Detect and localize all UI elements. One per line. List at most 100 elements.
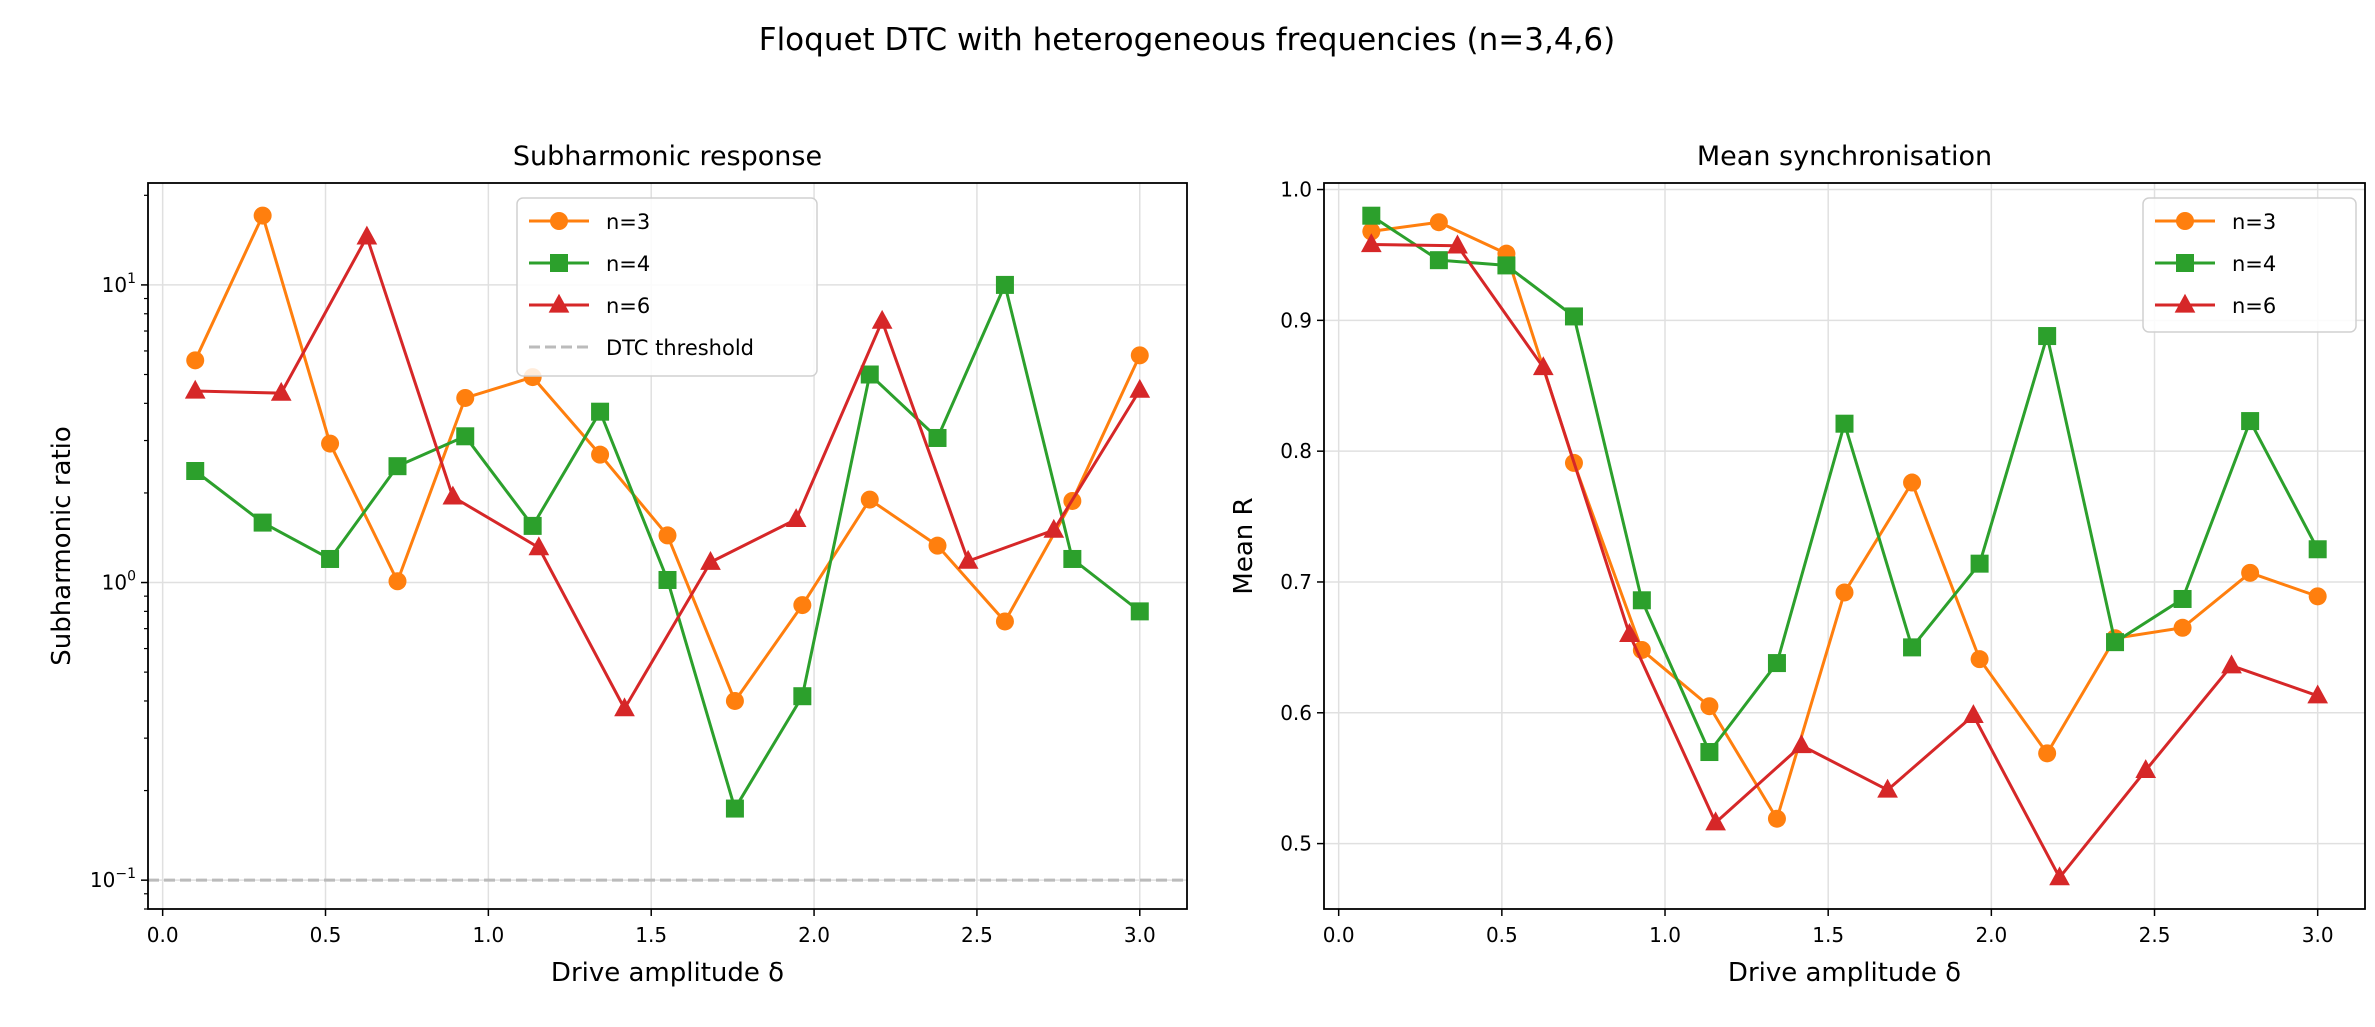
y-axis-label: Mean R — [1229, 497, 1259, 594]
x-tick-label: 0.0 — [1323, 923, 1355, 947]
legend-marker — [548, 293, 570, 313]
legend-label: n=3 — [2232, 210, 2276, 234]
x-tick-label: 3.0 — [1124, 923, 1156, 947]
legend-entry: n=4 — [2155, 252, 2276, 276]
data-point — [1130, 602, 1149, 621]
data-point — [1447, 234, 1468, 254]
x-tick-label: 2.0 — [798, 923, 830, 947]
data-point — [2173, 618, 2192, 637]
data-point — [793, 687, 812, 706]
x-tick-label: 0.5 — [1486, 923, 1518, 947]
data-point — [1903, 473, 1922, 492]
data-point — [388, 572, 407, 591]
data-point — [1970, 554, 1989, 573]
data-point — [1835, 414, 1854, 433]
x-tick-label: 1.0 — [1649, 923, 1681, 947]
legend-marker — [550, 254, 568, 272]
data-point — [2173, 589, 2192, 608]
x-axis-label: Drive amplitude δ — [551, 958, 784, 988]
legend-entry: n=3 — [529, 210, 650, 234]
data-point — [523, 516, 542, 535]
data-point — [253, 206, 272, 225]
data-point — [1632, 591, 1651, 610]
data-point — [957, 549, 979, 569]
data-point — [1043, 518, 1065, 538]
data-point — [321, 434, 340, 453]
data-point — [1564, 307, 1583, 326]
data-point — [442, 485, 464, 505]
data-point — [1970, 650, 1989, 669]
legend-label: n=4 — [2232, 252, 2276, 276]
data-point — [2308, 587, 2327, 606]
data-point — [456, 427, 475, 446]
data-point — [1063, 549, 1082, 568]
data-point — [186, 462, 205, 481]
data-point — [253, 513, 272, 532]
axes-title: Subharmonic response — [513, 141, 822, 172]
data-point — [528, 536, 550, 556]
data-point — [725, 691, 744, 710]
data-point — [614, 697, 635, 717]
data-point — [2221, 654, 2242, 674]
data-point — [658, 526, 677, 545]
data-point — [860, 490, 879, 509]
legend-entry: n=3 — [2155, 210, 2276, 234]
data-point — [1362, 206, 1381, 225]
data-point — [1767, 654, 1786, 673]
data-point — [1362, 222, 1381, 241]
data-point — [270, 381, 292, 401]
series-line — [1371, 242, 2319, 880]
x-tick-label: 2.5 — [2139, 923, 2171, 947]
data-point — [1497, 256, 1516, 275]
data-point — [785, 508, 807, 528]
data-point — [2106, 633, 2125, 652]
x-tick-label: 1.5 — [1812, 923, 1844, 947]
y-tick-label: 1.0 — [1280, 178, 1312, 202]
data-point — [860, 365, 879, 384]
legend-marker — [2176, 254, 2194, 272]
y-tick-label: 101 — [102, 271, 136, 297]
data-point — [2307, 684, 2329, 704]
mean-synchronisation-axes: 0.0 0.5 1.0 1.5 2.0 2.5 3.0 0.5 0.6 0.7 0.8 0.9 1.0 M… — [1229, 141, 2366, 988]
legend-label: DTC threshold — [606, 336, 754, 360]
axes-frame — [147, 182, 1188, 910]
legend-label: n=3 — [606, 210, 650, 234]
data-point — [1429, 213, 1448, 232]
data-point — [1835, 583, 1854, 602]
y-tick-label: 0.6 — [1280, 701, 1312, 725]
legend-box — [2142, 197, 2357, 333]
data-point — [321, 549, 340, 568]
legend-marker — [2174, 293, 2196, 313]
y-tick-label: 0.5 — [1280, 832, 1312, 856]
series-n6 — [1360, 233, 2329, 886]
legend: n=3 n=4 n=6 DTC threshold — [516, 197, 818, 377]
y-tick-label: 10−1 — [90, 866, 136, 892]
data-point — [995, 275, 1014, 294]
data-point — [2049, 866, 2070, 886]
series-n4 — [186, 275, 1149, 818]
data-point — [2038, 327, 2057, 346]
legend-label: n=6 — [2232, 294, 2276, 318]
data-point — [1619, 623, 1640, 642]
data-point — [1429, 251, 1448, 270]
data-point — [388, 457, 407, 476]
legend-entry: n=4 — [529, 252, 650, 276]
legend-marker — [2176, 212, 2194, 230]
x-tick-label: 2.5 — [961, 923, 993, 947]
axes-title: Mean synchronisation — [1697, 141, 1992, 172]
y-axis-label: Subharmonic ratio — [47, 426, 77, 666]
legend-label: n=4 — [606, 252, 650, 276]
series-line — [195, 235, 1142, 711]
data-point — [591, 445, 610, 464]
data-point — [700, 550, 721, 570]
data-point — [186, 351, 205, 370]
data-point — [184, 379, 206, 399]
data-point — [1360, 233, 1382, 253]
data-point — [995, 612, 1014, 631]
data-point — [871, 309, 893, 329]
x-tick-label: 2.0 — [1975, 923, 2007, 947]
subharmonic-response-axes: 0.0 0.5 1.0 1.5 2.0 2.5 3.0 10−1 100 101 Subharmon… — [47, 141, 1188, 988]
data-point — [1705, 811, 1726, 831]
y-tick-label: 0.8 — [1280, 439, 1312, 463]
